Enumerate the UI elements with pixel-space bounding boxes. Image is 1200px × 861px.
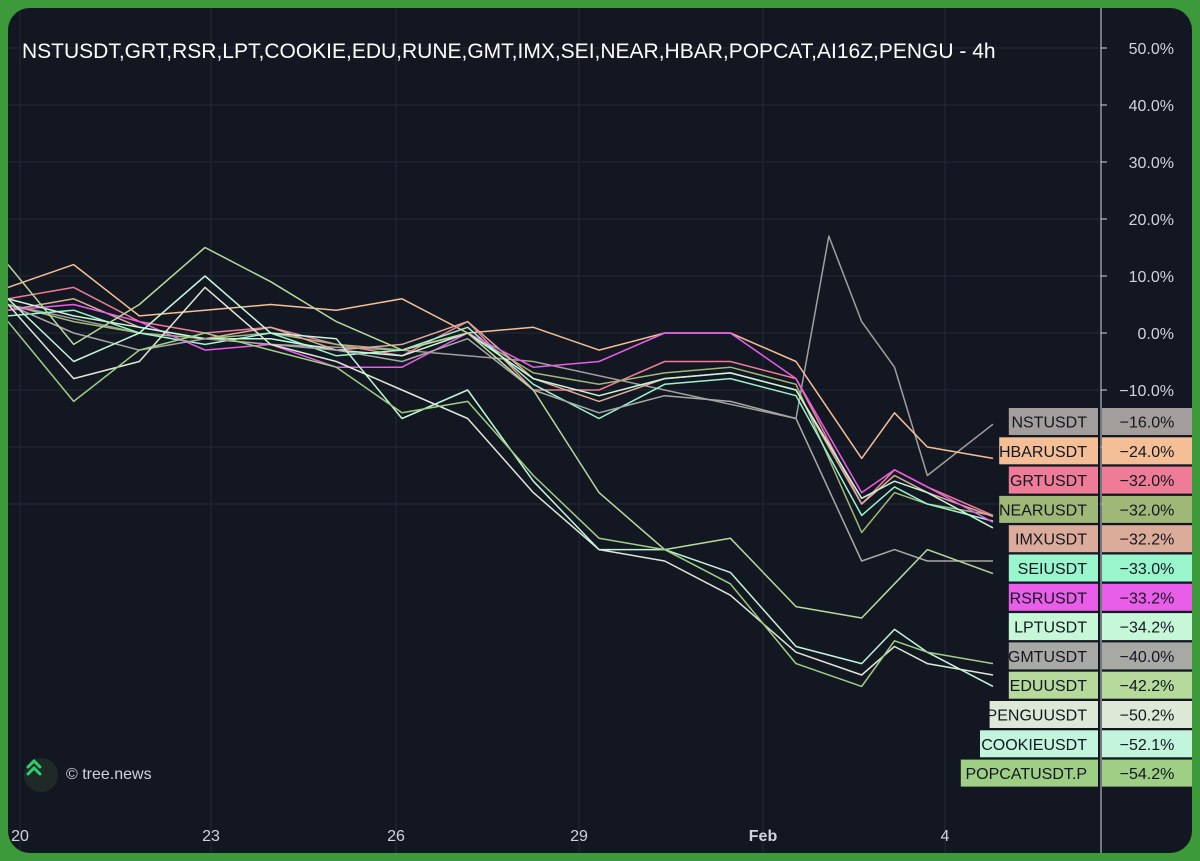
series-value-label: −32.0% — [1120, 502, 1175, 519]
y-tick-label: 10.0% — [1129, 269, 1174, 286]
series-name-tag — [1008, 466, 1098, 494]
series-value-tag — [1102, 466, 1192, 494]
y-tick-label: 0.0% — [1138, 326, 1174, 343]
series-name-label: NEARUSDT — [999, 502, 1087, 519]
series-name-tag — [1008, 671, 1098, 699]
series-line-seiusdt — [8, 309, 994, 522]
watermark: © tree.news — [24, 758, 152, 792]
series-name-label: LPTUSDT — [1014, 620, 1087, 637]
x-tick-label: 23 — [202, 828, 220, 845]
series-name-label: EDUUSDT — [1010, 678, 1088, 695]
series-name-label: SEIUSDT — [1018, 561, 1088, 578]
series-value-tag — [1102, 642, 1192, 670]
chart-title: NSTUSDT,GRT,RSR,LPT,COOKIE,EDU,RUNE,GMT,… — [22, 40, 996, 63]
series-name-label: COOKIEUSDT — [981, 737, 1087, 754]
series-value-tag — [1102, 671, 1192, 699]
series-value-tag — [1102, 437, 1192, 465]
series-line-eduusdt — [8, 246, 994, 619]
series-line-rsrusdt — [8, 303, 994, 523]
series-value-label: −52.1% — [1120, 737, 1175, 754]
series-name-tag — [999, 437, 1098, 465]
series-name-label: PENGUUSDT — [987, 708, 1088, 725]
tree-news-logo-icon — [24, 758, 58, 792]
series-name-tag — [960, 759, 1098, 787]
series-lines — [8, 235, 994, 688]
series-value-label: −42.2% — [1120, 678, 1175, 695]
series-line-cookieusdt — [8, 275, 994, 688]
y-tick-label: −10.0% — [1119, 383, 1174, 400]
series-value-tag — [1102, 613, 1192, 641]
series-name-label: NSTUSDT — [1011, 415, 1087, 432]
x-tick-label: 26 — [387, 828, 405, 845]
y-tick-label: 50.0% — [1129, 41, 1174, 58]
series-value-tag — [1102, 495, 1192, 523]
series-value-label: −33.0% — [1120, 561, 1175, 578]
series-line-imxusdt — [8, 298, 994, 518]
series-value-label: −24.0% — [1120, 444, 1175, 461]
series-name-label: GMTUSDT — [1008, 649, 1087, 666]
series-value-tags: NSTUSDT −16.0% HBARUSDT −24.0% GRTUSDT −32.0%… — [960, 408, 1192, 787]
series-line-penguusdt — [8, 286, 994, 676]
series-line-nearusdt — [8, 303, 994, 534]
series-value-tag — [1102, 408, 1192, 435]
x-tick-label: 20 — [11, 828, 29, 845]
series-line-grtusdt — [8, 286, 994, 517]
series-value-tag — [1102, 701, 1192, 728]
series-name-label: RSRUSDT — [1010, 590, 1088, 607]
x-tick-label: 29 — [570, 828, 588, 845]
series-value-label: −32.0% — [1120, 473, 1175, 490]
y-tick-label: 20.0% — [1129, 212, 1174, 229]
series-name-tag — [1008, 642, 1098, 670]
series-value-tag — [1102, 730, 1192, 758]
series-value-tag — [1102, 525, 1192, 553]
series-value-label: −32.2% — [1120, 532, 1175, 549]
series-name-tag — [1008, 583, 1098, 611]
line-chart: 50.0%40.0%30.0%20.0%10.0%0.0%−10.0%−20.0… — [8, 8, 1192, 853]
series-name-tag — [1008, 525, 1098, 553]
series-name-tag — [1008, 554, 1098, 582]
watermark-text: © tree.news — [66, 766, 152, 783]
series-value-label: −16.0% — [1120, 415, 1175, 432]
series-value-label: −33.2% — [1120, 590, 1175, 607]
series-value-tag — [1102, 554, 1192, 582]
series-name-label: POPCATUSDT.P — [966, 766, 1088, 783]
series-name-label: HBARUSDT — [999, 444, 1087, 461]
x-tick-label: 4 — [941, 828, 950, 845]
series-value-label: −40.0% — [1120, 649, 1175, 666]
series-line-lptusdt — [8, 298, 994, 529]
series-value-label: −50.2% — [1120, 708, 1175, 725]
series-name-label: IMXUSDT — [1015, 532, 1087, 549]
gridlines — [8, 8, 1101, 853]
series-value-tag — [1102, 583, 1192, 611]
series-name-tag — [1008, 613, 1098, 641]
series-value-label: −34.2% — [1120, 620, 1175, 637]
series-line-popcatusdt.p — [8, 321, 994, 688]
series-value-label: −54.2% — [1120, 766, 1175, 783]
series-name-tag — [1008, 408, 1098, 435]
chart-panel: 50.0%40.0%30.0%20.0%10.0%0.0%−10.0%−20.0… — [8, 8, 1192, 853]
y-tick-label: 40.0% — [1129, 98, 1174, 115]
x-axis-ticks: 20 23 26 29 Feb 4 — [11, 828, 949, 845]
series-value-tag — [1102, 759, 1192, 787]
series-name-tag — [980, 730, 1098, 758]
series-name-tag — [999, 495, 1098, 523]
x-tick-label: Feb — [749, 828, 778, 845]
series-name-label: GRTUSDT — [1010, 473, 1087, 490]
y-tick-label: 30.0% — [1129, 155, 1174, 172]
series-name-tag — [989, 701, 1098, 728]
